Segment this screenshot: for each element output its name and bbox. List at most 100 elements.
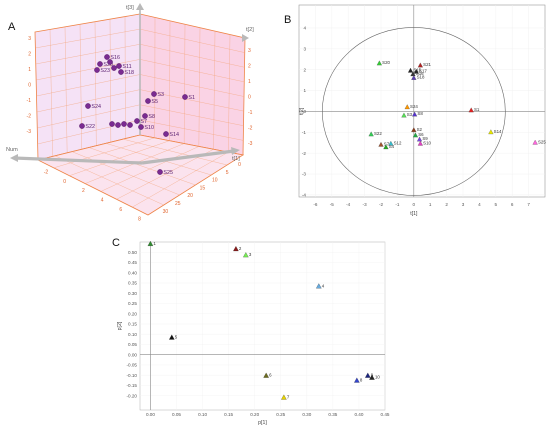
panel-a-point	[127, 122, 133, 128]
panel-b-y-tick-label: 2	[303, 67, 306, 72]
panel-a-left-tick-label: 3	[28, 36, 31, 42]
panel-a-right-wall-gridline	[183, 24, 186, 144]
panel-b-x-tick-label: 5	[495, 202, 498, 207]
panel-a-axis-label-t2: t[2]	[246, 27, 254, 33]
panel-a-point	[138, 124, 144, 130]
panel-a-right-wall-gridline	[139, 44, 245, 68]
panel-a-left-wall-gridline	[36, 59, 141, 81]
panel-a-bottom-left-tick-label: 4	[101, 198, 104, 204]
panel-c-point	[315, 283, 322, 289]
panel-b-x-tick-label: -4	[346, 202, 351, 207]
panel-a-right-tick-label: -3	[248, 141, 253, 147]
panel-a-bottom-left-tick-label: 0	[63, 179, 66, 185]
panel-b-point	[410, 71, 416, 77]
panel-a-left-wall-gridline	[36, 74, 141, 97]
panel-b-x-tick-label: -3	[363, 202, 368, 207]
panel-b-point-label: S17	[419, 68, 427, 73]
panel-a-left-wall	[34, 13, 141, 161]
panel-b-x-tick-label: -5	[330, 202, 335, 207]
panel-a-floor-gridline	[105, 143, 212, 176]
panel-a-point	[107, 59, 113, 65]
panel-b-point	[388, 140, 394, 146]
panel-c-y-tick-label: 0.05	[128, 342, 137, 347]
panel-b-plot-frame	[298, 4, 546, 198]
panel-a-bottom-right-tick-label: 10	[212, 178, 218, 184]
panel-a-point	[79, 123, 85, 129]
panel-a-point	[163, 131, 169, 137]
panel-c-y-tick-label: 0.15	[128, 322, 137, 327]
panel-b-x-tick-label: 3	[462, 202, 465, 207]
panel-b-point	[383, 144, 389, 150]
panel-a-point	[182, 94, 188, 100]
panel-b-y-tick-label: 4	[303, 26, 306, 31]
panel-c-x-tick-label: 0.20	[250, 412, 259, 417]
panel-b-score-plot: -6 -5 -4 -3 -2 -1 0 1 2 3 4 5 6 7 4 3 2 1 0 -1 -2 -3 -4 t[1] t[2…	[298, 4, 546, 217]
panel-b-point	[368, 131, 374, 137]
panel-a-left-tick-label: 2	[28, 52, 31, 58]
panel-a-axis-label-t1: t[1]	[232, 156, 240, 162]
panel-a-right-wall-gridline	[169, 20, 171, 141]
panel-a-bottom-right-tick-label: 15	[200, 185, 206, 191]
panel-c-y-tick-label: -0.20	[127, 393, 138, 398]
panel-c-point-label: 5	[175, 334, 178, 339]
panel-b-point	[411, 75, 417, 80]
panel-letter-c: C	[112, 237, 120, 249]
panel-a-point-label: S3	[157, 92, 164, 98]
panel-a-point	[134, 118, 140, 124]
panel-a-axis-label-num: Num	[6, 147, 18, 153]
panel-c-point	[147, 240, 154, 246]
panel-a-t1-axis-arrow	[231, 147, 240, 155]
panel-c-y-tick-label: 0.40	[128, 270, 137, 275]
panel-b-x-tick-label: 7	[527, 202, 530, 207]
panel-c-point-label: 8	[360, 378, 363, 383]
panel-b-x-tick-label: 2	[445, 202, 448, 207]
panel-a-left-tick-label: 1	[28, 67, 31, 73]
panel-letter-b: B	[284, 14, 291, 26]
panel-a-right-wall-gridline	[139, 74, 245, 97]
panel-a-point-label: S16	[110, 55, 120, 61]
panel-a-point-label: S10	[144, 125, 154, 131]
panel-a-left-wall-gridline	[94, 21, 97, 146]
panel-c-point	[281, 394, 287, 400]
panel-a-left-wall-gridline	[37, 104, 141, 129]
panel-c-y-tick-label: 0.45	[128, 260, 137, 265]
panel-a-point-label: S7	[140, 119, 147, 125]
panel-a-left-wall-gridline	[36, 89, 141, 113]
panel-c-x-tick-label: 0.00	[146, 412, 155, 417]
panel-b-point-label: S20	[382, 60, 390, 65]
panel-c-point	[168, 334, 175, 340]
panel-a-point-label: S23	[100, 68, 110, 74]
panel-a-num-axis-bar	[13, 156, 143, 165]
panel-b-y-tick-label: -2	[302, 151, 307, 156]
panel-a-left-tick-label: -3	[27, 129, 32, 135]
panel-b-point-label: S18	[417, 75, 425, 80]
panel-a-right-tick-label: 3	[248, 48, 251, 54]
panel-b-point	[417, 140, 423, 146]
panel-a-point-label: S22	[85, 124, 95, 130]
panel-c-y-tick-label: -0.05	[127, 363, 138, 368]
panel-b-point-label: S24	[410, 104, 418, 109]
panel-a-floor-gridline	[88, 147, 196, 186]
panel-a-point-label: S18	[124, 70, 134, 76]
panel-b-point-label: S12	[394, 140, 402, 145]
panel-c-x-tick-label: 0.25	[276, 412, 285, 417]
panel-c-point	[354, 377, 360, 383]
panel-b-x-tick-label: 0	[413, 202, 416, 207]
panel-b-point	[468, 107, 474, 113]
panel-b-x-tick-label: -2	[379, 202, 384, 207]
panel-c-y-tick-label: 0.50	[128, 250, 137, 255]
panel-b-y-tick-label: -3	[302, 172, 307, 177]
panel-b-x-tick-label: 4	[478, 202, 481, 207]
panel-c-x-axis-label: p[1]	[258, 420, 267, 426]
panel-b-point-label: S8	[417, 111, 423, 116]
panel-c-x-tick-label: 0.15	[224, 412, 233, 417]
panel-b-point	[378, 141, 384, 147]
panel-a-floor-gridline	[132, 151, 229, 208]
panel-a-left-wall-gridline	[64, 26, 68, 153]
panel-b-x-axis-label: t[1]	[410, 211, 418, 217]
panel-b-point-label: S6	[418, 132, 424, 137]
panel-b-y-tick-label: -4	[302, 193, 307, 198]
panel-c-x-tick-label: 0.05	[172, 412, 181, 417]
panel-b-point-label: S25	[538, 139, 546, 144]
panel-c-x-tick-label: 0.30	[302, 412, 311, 417]
